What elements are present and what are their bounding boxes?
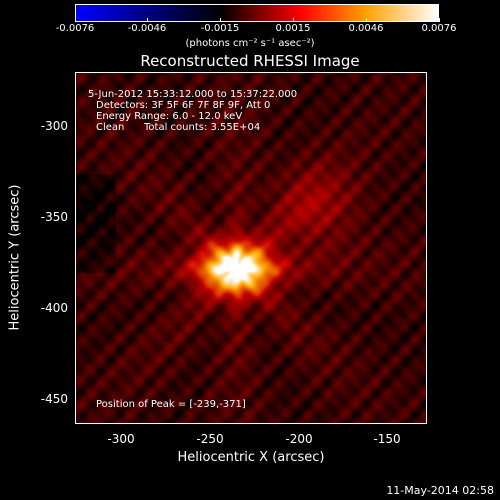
colorbar-tick: 0.0015	[275, 23, 311, 34]
time-range: 5-Jun-2012 15:33:12.000 to 15:37:22.000	[88, 89, 298, 100]
y-tick: -350	[40, 210, 68, 224]
colorbar-tickmark	[75, 18, 76, 22]
y-tick: -300	[40, 119, 68, 133]
colorbar-tickmark	[293, 18, 294, 22]
peak-position-text: Position of Peak = [-239,-371]	[96, 399, 246, 410]
colorbar-tick: -0.0015	[200, 23, 240, 34]
y-tick: -400	[40, 301, 68, 315]
energy-range-text: Energy Range: 6.0 - 12.0 keV	[96, 111, 243, 122]
colorbar-tickmark	[147, 18, 148, 22]
colorbar	[75, 4, 439, 22]
colorbar-tickmark	[366, 18, 367, 22]
timestamp-footer: 11-May-2014 02:58	[386, 484, 494, 497]
detectors-text: Detectors: 3F 5F 6F 7F 8F 9F, Att 0	[96, 100, 271, 111]
y-axis-label: Heliocentric Y (arcsec)	[7, 184, 23, 331]
colorbar-tickmark	[220, 18, 221, 22]
colorbar-tick: -0.0076	[55, 23, 95, 34]
total-counts-text: Total counts: 3.55E+04	[144, 122, 261, 133]
colorbar-tickmark	[439, 18, 440, 22]
flare-image	[76, 73, 426, 423]
method-text: Clean	[96, 122, 125, 133]
colorbar-tick: -0.0046	[127, 23, 167, 34]
image-plot: 5-Jun-2012 15:33:12.000 to 15:37:22.000 …	[75, 72, 427, 424]
image-title: Reconstructed RHESSI Image	[140, 52, 360, 70]
x-tick: -250	[196, 432, 224, 446]
colorbar-units: (photons cm⁻² s⁻¹ asec⁻²)	[185, 38, 315, 49]
x-tick: -300	[107, 432, 135, 446]
x-axis-label: Heliocentric X (arcsec)	[177, 450, 325, 465]
colorbar-tick: 0.0046	[348, 23, 384, 34]
y-tick: -450	[40, 392, 68, 406]
x-tick: -150	[373, 432, 401, 446]
x-tick: -200	[285, 432, 313, 446]
colorbar-tick: 0.0076	[421, 23, 457, 34]
